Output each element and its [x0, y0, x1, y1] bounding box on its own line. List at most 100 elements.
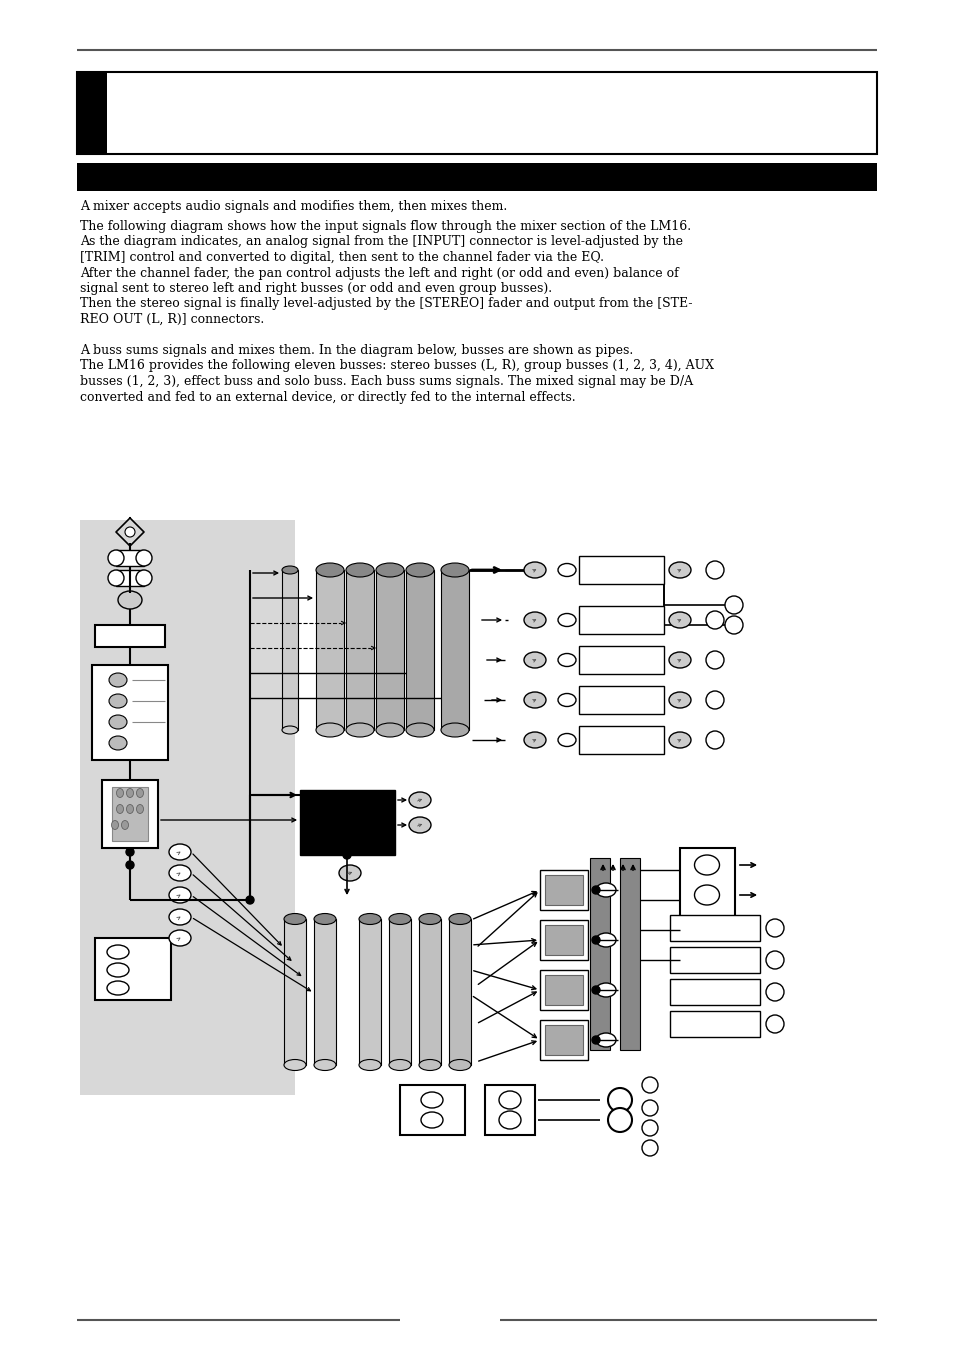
Ellipse shape: [284, 914, 306, 925]
Circle shape: [705, 611, 723, 630]
Ellipse shape: [418, 1060, 440, 1070]
Ellipse shape: [109, 694, 127, 708]
Ellipse shape: [375, 723, 403, 737]
Ellipse shape: [498, 1091, 520, 1109]
Bar: [80, 520, 294, 1095]
Ellipse shape: [418, 914, 440, 925]
Ellipse shape: [136, 805, 143, 813]
Circle shape: [641, 1100, 658, 1116]
Bar: [669, 1011, 760, 1037]
Text: As the diagram indicates, an analog signal from the [INPUT] connector is level-a: As the diagram indicates, an analog sign…: [80, 236, 682, 248]
Circle shape: [765, 1015, 783, 1033]
Circle shape: [705, 692, 723, 709]
Ellipse shape: [375, 563, 403, 577]
Ellipse shape: [523, 732, 545, 748]
Ellipse shape: [558, 613, 576, 627]
Circle shape: [724, 616, 742, 634]
Text: [TRIM] control and converted to digital, then sent to the channel fader via the : [TRIM] control and converted to digital,…: [80, 251, 603, 264]
Circle shape: [108, 570, 124, 586]
Ellipse shape: [118, 590, 142, 609]
Ellipse shape: [498, 1111, 520, 1130]
Ellipse shape: [314, 914, 335, 925]
Ellipse shape: [107, 981, 129, 995]
Ellipse shape: [284, 1060, 306, 1070]
Bar: [539, 919, 587, 960]
Ellipse shape: [596, 883, 616, 896]
Bar: [375, 570, 403, 731]
Ellipse shape: [668, 692, 690, 708]
Bar: [399, 1085, 464, 1135]
Ellipse shape: [116, 805, 123, 813]
Ellipse shape: [409, 817, 431, 833]
Bar: [406, 570, 434, 731]
Ellipse shape: [440, 723, 469, 737]
Ellipse shape: [358, 914, 380, 925]
Ellipse shape: [558, 654, 576, 666]
Bar: [544, 975, 582, 1006]
Bar: [95, 625, 165, 647]
Circle shape: [108, 550, 124, 566]
Ellipse shape: [523, 692, 545, 708]
Bar: [679, 848, 734, 918]
Ellipse shape: [315, 563, 344, 577]
Circle shape: [136, 550, 152, 566]
Bar: [284, 919, 306, 1065]
Ellipse shape: [282, 566, 297, 574]
Ellipse shape: [282, 727, 297, 735]
Ellipse shape: [420, 1112, 442, 1128]
Bar: [346, 570, 374, 731]
Bar: [539, 971, 587, 1010]
Ellipse shape: [315, 723, 344, 737]
Circle shape: [765, 950, 783, 969]
Ellipse shape: [420, 1092, 442, 1108]
Ellipse shape: [558, 693, 576, 706]
Bar: [578, 607, 663, 634]
Circle shape: [641, 1140, 658, 1157]
Bar: [440, 570, 469, 731]
Bar: [578, 646, 663, 674]
Ellipse shape: [314, 1060, 335, 1070]
Circle shape: [607, 1108, 631, 1132]
Ellipse shape: [449, 1060, 471, 1070]
Bar: [544, 1024, 582, 1055]
Bar: [77, 163, 876, 191]
Bar: [299, 790, 395, 855]
Text: REO OUT (L, R)] connectors.: REO OUT (L, R)] connectors.: [80, 313, 264, 326]
Bar: [112, 787, 148, 841]
Ellipse shape: [668, 732, 690, 748]
Circle shape: [705, 561, 723, 580]
Text: After the channel fader, the pan control adjusts the left and right (or odd and : After the channel fader, the pan control…: [80, 267, 678, 279]
Bar: [91, 665, 168, 760]
Ellipse shape: [127, 789, 133, 798]
Ellipse shape: [116, 789, 123, 798]
Text: The LM16 provides the following eleven busses: stereo busses (L, R), group busse: The LM16 provides the following eleven b…: [80, 360, 713, 372]
Circle shape: [592, 886, 599, 894]
Circle shape: [246, 896, 253, 905]
Bar: [77, 71, 876, 154]
Bar: [669, 948, 760, 973]
Ellipse shape: [169, 909, 191, 925]
Bar: [418, 919, 440, 1065]
Circle shape: [343, 851, 351, 859]
Circle shape: [126, 861, 133, 869]
Ellipse shape: [406, 563, 434, 577]
Ellipse shape: [107, 962, 129, 977]
Bar: [116, 550, 144, 566]
Bar: [95, 938, 171, 1000]
Bar: [669, 915, 760, 941]
Circle shape: [592, 1037, 599, 1043]
Bar: [539, 1020, 587, 1060]
Ellipse shape: [523, 562, 545, 578]
Ellipse shape: [109, 736, 127, 749]
Bar: [449, 919, 471, 1065]
Bar: [358, 919, 380, 1065]
Circle shape: [125, 527, 135, 537]
Ellipse shape: [558, 563, 576, 577]
Ellipse shape: [668, 652, 690, 669]
Bar: [578, 686, 663, 714]
Ellipse shape: [406, 723, 434, 737]
Ellipse shape: [449, 914, 471, 925]
Ellipse shape: [112, 821, 118, 829]
Text: busses (1, 2, 3), effect buss and solo buss. Each buss sums signals. The mixed s: busses (1, 2, 3), effect buss and solo b…: [80, 375, 693, 388]
Bar: [116, 570, 144, 586]
